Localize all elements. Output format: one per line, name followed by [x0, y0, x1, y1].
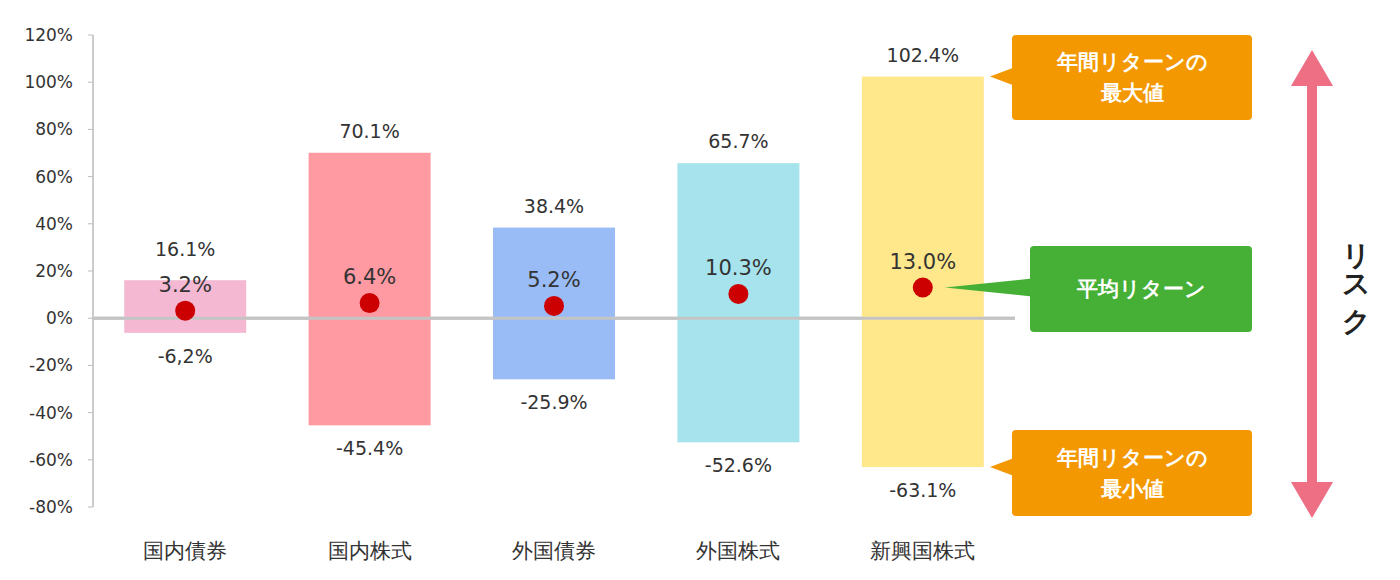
y-tick — [88, 35, 93, 36]
min-callout: 年間リターンの最小値 — [990, 430, 1252, 516]
chart: -80% -60% -40% -20% 0% 20% 40% 60% 80% 100% 120% 16… — [0, 0, 1400, 580]
x-tick-label: 新興国株式 — [870, 539, 975, 563]
y-tick — [88, 271, 93, 272]
x-tick-label: 外国債券 — [512, 539, 596, 563]
y-tick — [88, 459, 93, 460]
min-label: -52.6% — [705, 454, 772, 476]
y-tick — [88, 223, 93, 224]
y-tick — [88, 318, 93, 319]
y-tick-label: 120% — [24, 25, 73, 45]
mean-label: 10.3% — [705, 256, 772, 280]
y-tick-label: 20% — [35, 261, 73, 281]
y-tick — [88, 82, 93, 83]
min-callout-pointer — [990, 458, 1014, 476]
min-label: -45.4% — [336, 437, 403, 459]
min-callout-text: 年間リターンの — [1056, 446, 1208, 470]
y-tick-label: 100% — [24, 72, 73, 92]
max-label: 16.1% — [155, 238, 215, 260]
y-tick-label: 80% — [35, 119, 73, 139]
risk-arrow-shaft — [1307, 80, 1317, 488]
zero-line — [93, 317, 1015, 320]
min-label: -25.9% — [520, 391, 587, 413]
y-tick-label: 40% — [35, 214, 73, 234]
min-callout-text: 最小値 — [1100, 477, 1164, 501]
x-tick-label: 国内株式 — [328, 539, 412, 563]
mean-marker — [913, 278, 933, 298]
mean-marker — [728, 284, 748, 304]
risk-label: リスク — [1340, 224, 1373, 336]
max-label: 38.4% — [524, 195, 584, 217]
x-tick-label: 国内債券 — [143, 539, 227, 563]
x-labels: 国内債券 国内株式 外国債券 外国株式 新興国株式 — [143, 539, 975, 563]
mean-callout-box — [1030, 246, 1252, 332]
max-callout-text: 最大値 — [1100, 81, 1164, 105]
mean-label: 5.2% — [527, 268, 580, 292]
y-tick — [88, 412, 93, 413]
y-tick-label: 0% — [46, 308, 73, 328]
risk-arrow-head — [1291, 482, 1333, 518]
range-bar — [309, 153, 431, 426]
chart-root: -80% -60% -40% -20% 0% 20% 40% 60% 80% 100% 120% 16… — [0, 0, 1400, 580]
range-bar — [862, 77, 984, 468]
mean-label: 13.0% — [889, 250, 956, 274]
min-label: -63.1% — [889, 479, 956, 501]
mean-marker — [544, 296, 564, 316]
max-callout-text: 年間リターンの — [1056, 50, 1208, 74]
range-bar — [677, 163, 799, 442]
mean-callout: 平均リターン — [945, 246, 1252, 332]
y-tick — [88, 129, 93, 130]
y-tick-label: -80% — [29, 497, 73, 517]
zero-line — [93, 317, 1015, 320]
max-callout: 年間リターンの最大値 — [990, 35, 1252, 120]
y-tick — [88, 365, 93, 366]
mean-label: 3.2% — [159, 273, 212, 297]
mean-marker — [360, 293, 380, 313]
max-label: 102.4% — [887, 44, 959, 66]
y-ticks: -80% -60% -40% -20% 0% 20% 40% 60% 80% 100% 120% — [24, 25, 1015, 517]
mean-callout-pointer — [945, 279, 1032, 297]
range-bar — [493, 228, 615, 380]
marks — [124, 77, 984, 468]
mean-label: 6.4% — [343, 265, 396, 289]
x-tick-label: 外国株式 — [696, 539, 780, 563]
max-callout-pointer — [990, 68, 1014, 86]
max-label: 65.7% — [708, 130, 768, 152]
y-tick-label: -40% — [29, 403, 73, 423]
min-callout-box — [1012, 430, 1252, 516]
risk-arrow-head — [1291, 50, 1333, 86]
max-label: 70.1% — [339, 120, 399, 142]
y-tick — [88, 176, 93, 177]
max-callout-box — [1012, 35, 1252, 120]
y-tick — [88, 507, 93, 508]
mean-callout-text: 平均リターン — [1076, 277, 1206, 301]
risk-arrow: リスク — [1291, 50, 1373, 518]
y-tick-label: -60% — [29, 450, 73, 470]
data-labels: 16.1% 3.2% -6,2% 70.1% 6.4% -45.4% 38.4% 5.2% -2… — [155, 44, 959, 502]
mean-marker — [175, 301, 195, 321]
y-tick-label: 60% — [35, 167, 73, 187]
y-tick-label: -20% — [29, 355, 73, 375]
min-label: -6,2% — [158, 345, 213, 367]
